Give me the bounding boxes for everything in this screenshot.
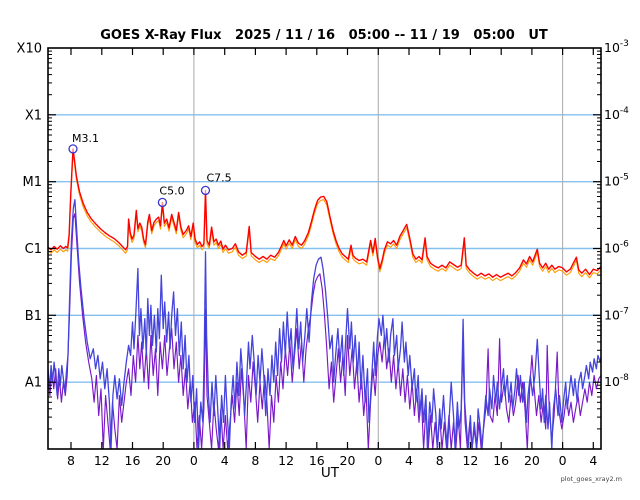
x-tick-label: 4: [221, 453, 229, 468]
y-left-label-X10: X10: [17, 42, 42, 57]
y-right-label-10e-4: 10-4: [604, 106, 629, 122]
x-tick-label: 4: [589, 453, 597, 468]
y-right-label-10e-6: 10-6: [604, 240, 629, 256]
x-tick-label: 0: [559, 453, 567, 468]
x-tick-label: 0: [190, 453, 198, 468]
script-filename-label: plot_goes_xray2.m: [561, 475, 622, 483]
y-right-label-10e-8: 10-8: [604, 373, 629, 389]
y-left-label-C1: C1: [25, 242, 42, 257]
x-tick-label: 16: [493, 453, 509, 468]
y-left-label-X1: X1: [25, 108, 42, 123]
x-tick-label: 4: [405, 453, 413, 468]
x-tick-label: 12: [462, 453, 478, 468]
series-red: [48, 148, 601, 278]
y-right-label-10e-3: 10-3: [604, 39, 629, 55]
series-group: [48, 148, 601, 449]
flare-label-C7.5: C7.5: [207, 171, 232, 184]
chart-title: GOES X-Ray Flux 2025 / 11 / 16 05:00 -- …: [100, 28, 548, 43]
x-tick-label: 8: [251, 453, 259, 468]
series-blue: [48, 199, 601, 449]
series-purple: [48, 213, 601, 449]
x-tick-label: 8: [436, 453, 444, 468]
x-tick-label: 12: [278, 453, 294, 468]
flare-marker-M3.1: [68, 144, 78, 154]
flare-marker-C5.0: [157, 197, 168, 208]
chart-layers: 8 12 16 20 0 4 8 12 16 20 0 4 8 12 16 20 0 4 X10 X1 M1 C1 B1 A1…: [17, 39, 630, 468]
x-tick-label: 0: [374, 453, 382, 468]
series-orange: [48, 151, 601, 282]
x-axis-title: UT: [321, 465, 340, 481]
y-left-label-M1: M1: [23, 175, 43, 190]
flare-marker-C7.5: [200, 185, 211, 196]
x-tick-label: 8: [67, 453, 75, 468]
x-tick-label: 12: [94, 453, 110, 468]
y-left-label-A1: A1: [25, 376, 42, 391]
x-tick-label: 20: [155, 453, 171, 468]
y-right-label-10e-7: 10-7: [604, 306, 629, 322]
y-left-label-B1: B1: [25, 309, 42, 324]
x-tick-label: 16: [125, 453, 141, 468]
flare-label-M3.1: M3.1: [72, 132, 99, 145]
x-tick-label: 16: [309, 453, 325, 468]
x-tick-label: 20: [340, 453, 356, 468]
y-right-label-10e-5: 10-5: [604, 173, 629, 189]
flare-label-C5.0: C5.0: [159, 184, 184, 197]
x-tick-label: 20: [524, 453, 540, 468]
